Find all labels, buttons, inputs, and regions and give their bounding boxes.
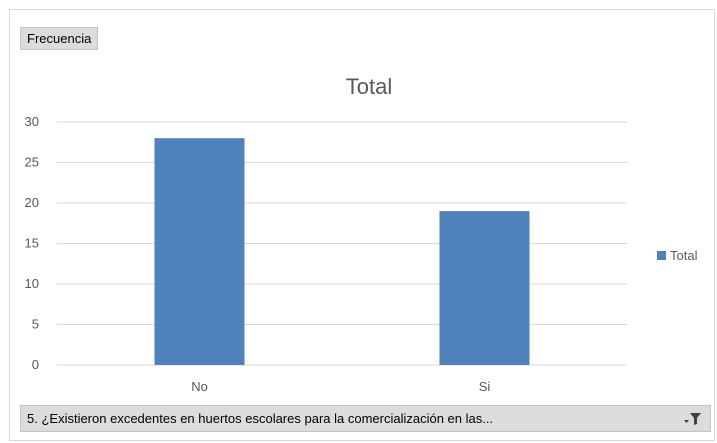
filter-dropdown-icon[interactable]: [684, 412, 702, 426]
filter-field-label: 5. ¿Existieron excedentes en huertos esc…: [27, 411, 494, 426]
y-tick-label: 15: [25, 236, 39, 251]
y-axis-ticks: 0 5 10 15 20 25 30: [25, 114, 39, 372]
chart-title: Total: [346, 74, 392, 99]
y-tick-label: 20: [25, 195, 39, 210]
legend: Total: [657, 248, 698, 263]
y-tick-label: 0: [32, 357, 39, 372]
gridlines: [57, 121, 627, 366]
filter-field-bar[interactable]: 5. ¿Existieron excedentes en huertos esc…: [20, 405, 711, 432]
bar-si: [439, 211, 530, 365]
field-button-frecuencia[interactable]: Frecuencia: [20, 27, 99, 50]
bars: [154, 138, 530, 365]
chart-frame: [9, 9, 715, 441]
x-category-label: No: [191, 379, 208, 394]
x-axis-categories: No Si: [191, 379, 490, 394]
y-tick-label: 10: [25, 276, 39, 291]
legend-swatch: [657, 251, 666, 260]
x-category-label: Si: [479, 379, 491, 394]
legend-label-total: Total: [670, 248, 698, 263]
y-tick-label: 30: [25, 114, 39, 129]
y-tick-label: 5: [32, 317, 39, 332]
y-tick-label: 25: [25, 155, 39, 170]
bar-no: [154, 138, 245, 365]
